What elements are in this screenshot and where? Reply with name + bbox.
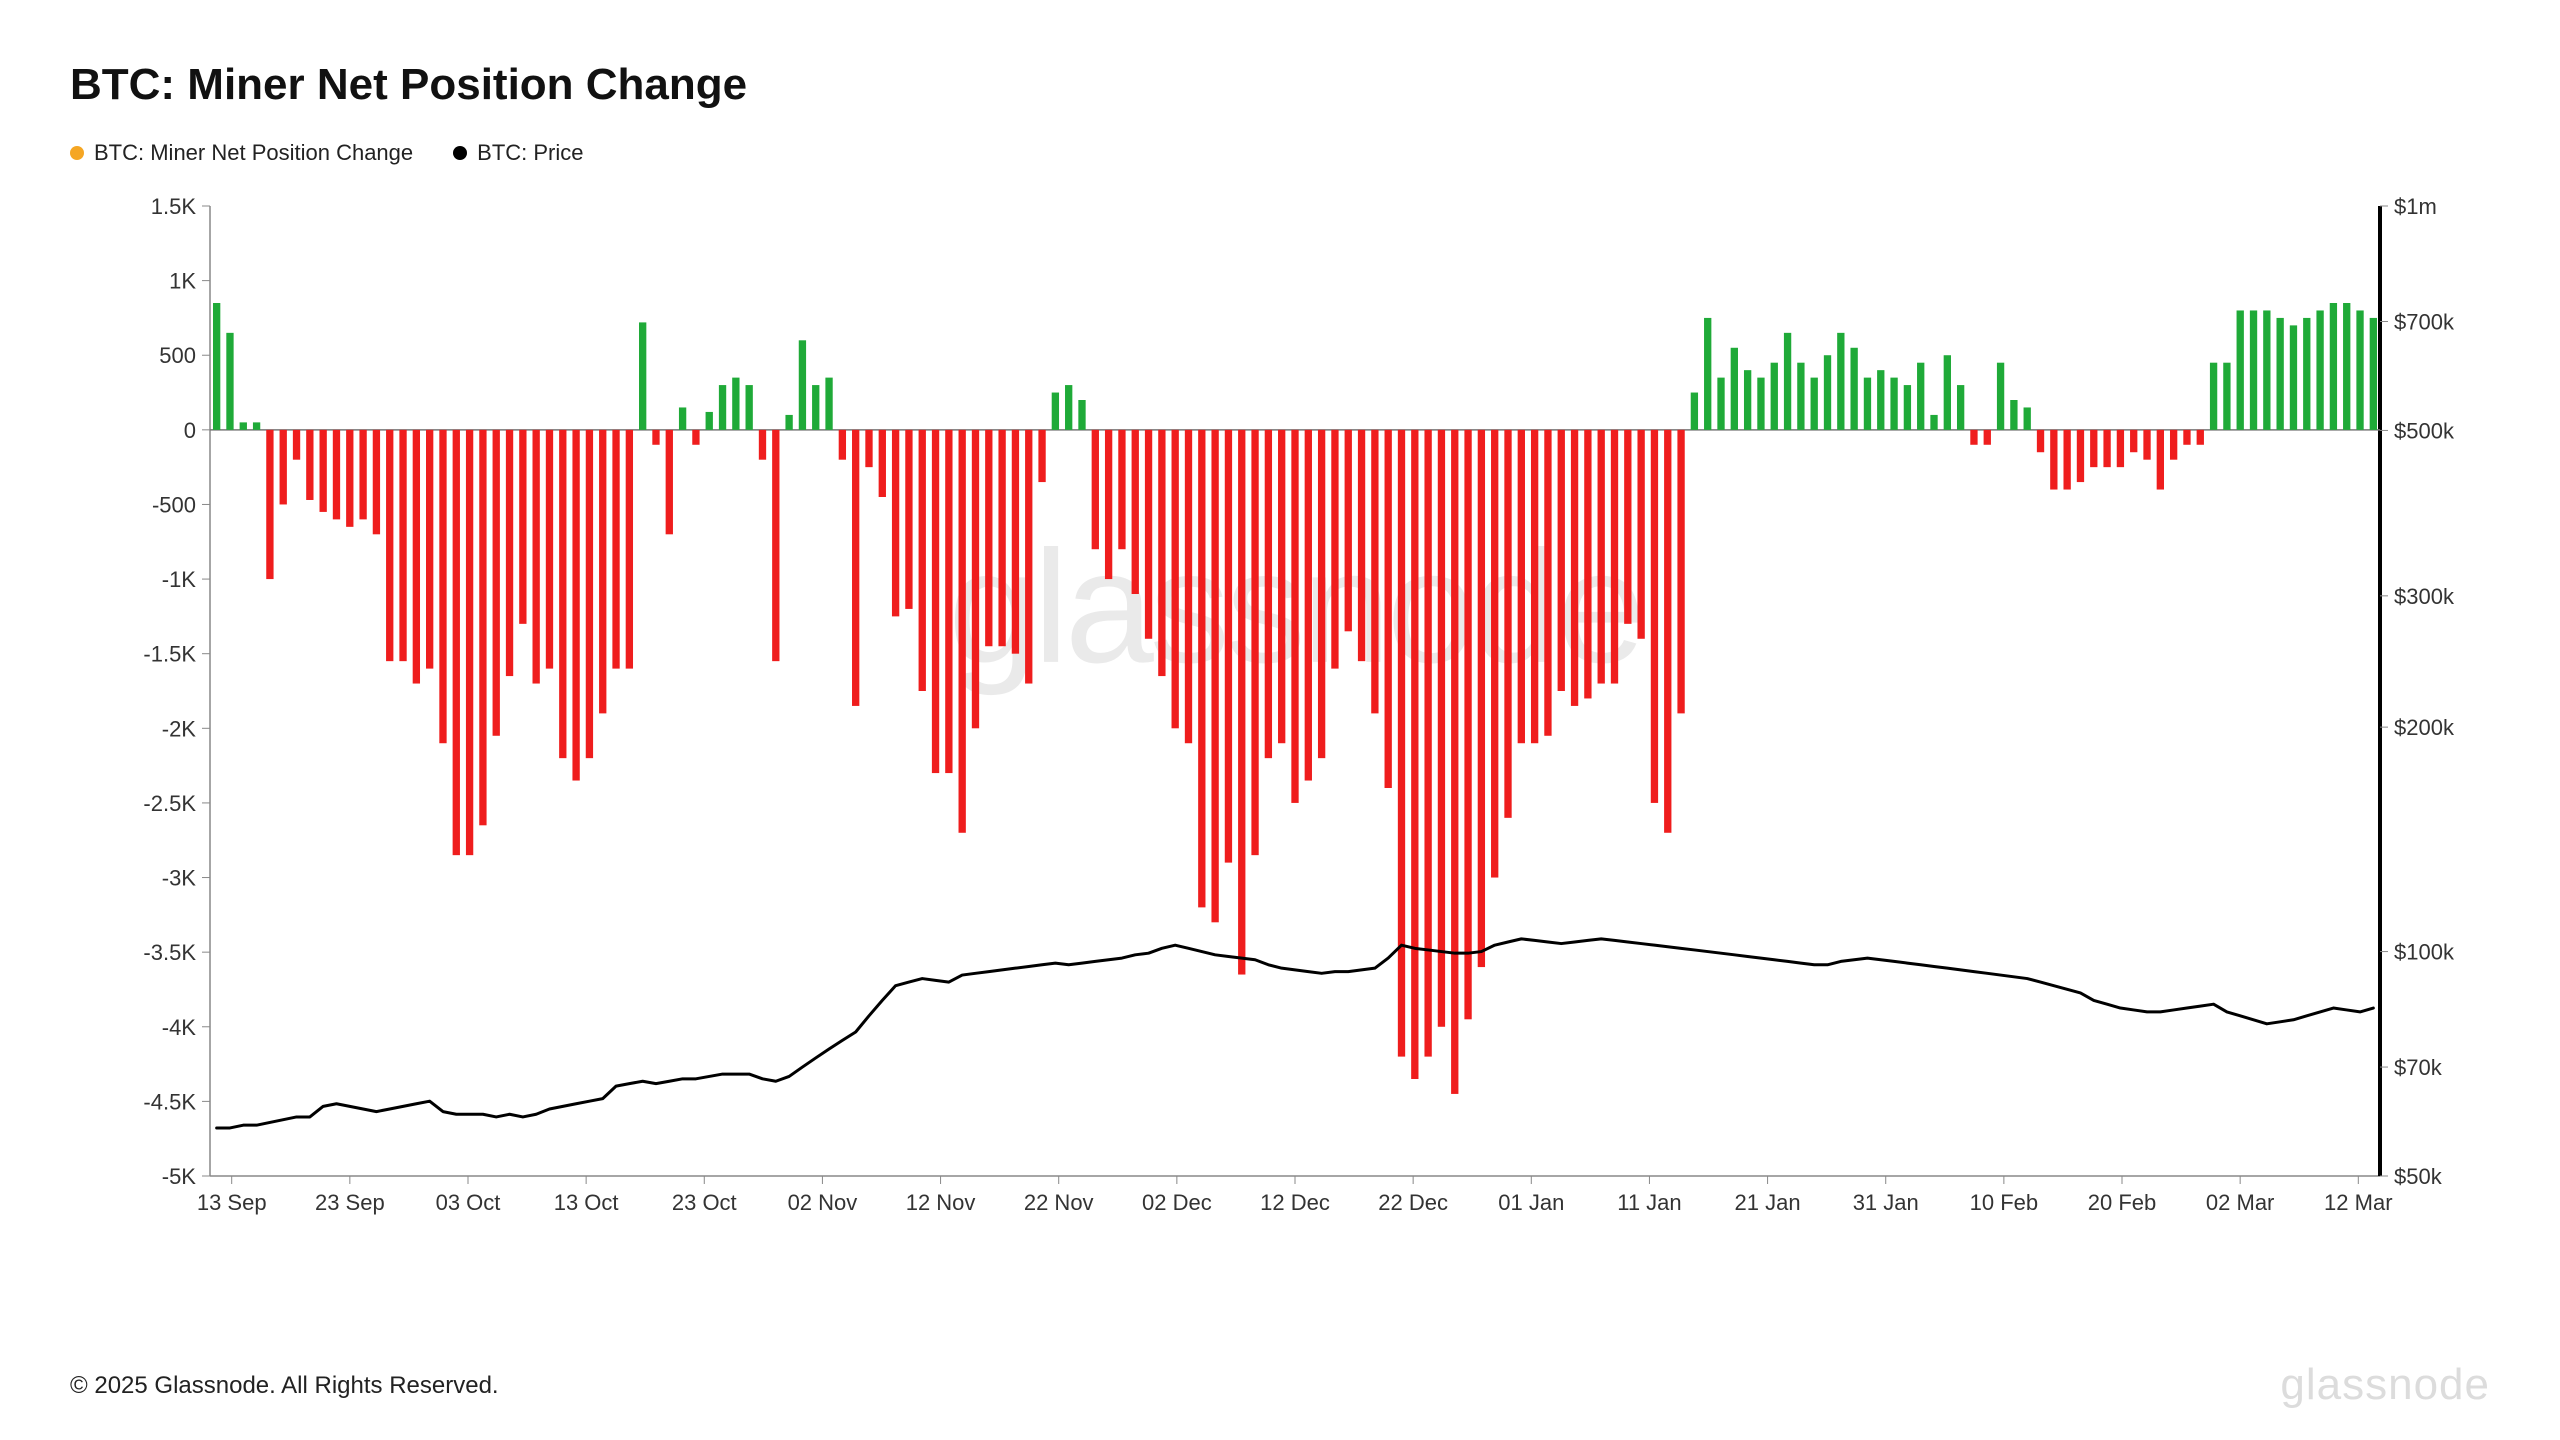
- svg-text:02 Dec: 02 Dec: [1142, 1190, 1212, 1215]
- svg-text:500: 500: [159, 343, 196, 368]
- svg-text:-4.5K: -4.5K: [143, 1089, 196, 1114]
- svg-text:$70k: $70k: [2394, 1055, 2443, 1080]
- svg-text:22 Nov: 22 Nov: [1024, 1190, 1094, 1215]
- svg-text:-1.5K: -1.5K: [143, 642, 196, 667]
- svg-text:-2K: -2K: [162, 716, 197, 741]
- svg-text:-5K: -5K: [162, 1164, 197, 1189]
- svg-text:12 Nov: 12 Nov: [906, 1190, 976, 1215]
- svg-text:$200k: $200k: [2394, 715, 2455, 740]
- svg-text:11 Jan: 11 Jan: [1617, 1190, 1681, 1215]
- chart-svg: glassnode-5K-4.5K-4K-3.5K-3K-2.5K-2K-1.5…: [70, 186, 2490, 1246]
- svg-text:03 Oct: 03 Oct: [436, 1190, 501, 1215]
- svg-text:13 Sep: 13 Sep: [197, 1190, 267, 1215]
- svg-text:$500k: $500k: [2394, 418, 2455, 443]
- svg-text:-1K: -1K: [162, 567, 197, 592]
- legend-label-1: BTC: Miner Net Position Change: [94, 140, 413, 166]
- chart-title: BTC: Miner Net Position Change: [70, 60, 2490, 110]
- svg-text:02 Mar: 02 Mar: [2206, 1190, 2274, 1215]
- legend-label-2: BTC: Price: [477, 140, 583, 166]
- svg-text:12 Mar: 12 Mar: [2324, 1190, 2392, 1215]
- svg-text:13 Oct: 13 Oct: [554, 1190, 619, 1215]
- svg-text:23 Sep: 23 Sep: [315, 1190, 385, 1215]
- legend-item-price: BTC: Price: [453, 140, 583, 166]
- svg-text:22 Dec: 22 Dec: [1378, 1190, 1448, 1215]
- legend-item-net-position: BTC: Miner Net Position Change: [70, 140, 413, 166]
- svg-text:-2.5K: -2.5K: [143, 791, 196, 816]
- svg-text:21 Jan: 21 Jan: [1735, 1190, 1801, 1215]
- svg-text:31 Jan: 31 Jan: [1853, 1190, 1919, 1215]
- svg-text:-3K: -3K: [162, 866, 197, 891]
- legend: BTC: Miner Net Position Change BTC: Pric…: [70, 140, 2490, 166]
- svg-text:0: 0: [184, 418, 196, 443]
- copyright: © 2025 Glassnode. All Rights Reserved.: [70, 1372, 499, 1400]
- svg-text:-4K: -4K: [162, 1015, 197, 1040]
- svg-text:1.5K: 1.5K: [151, 194, 197, 219]
- svg-text:-500: -500: [152, 492, 196, 517]
- svg-text:$1m: $1m: [2394, 194, 2437, 219]
- svg-text:$700k: $700k: [2394, 309, 2455, 334]
- svg-text:12 Dec: 12 Dec: [1260, 1190, 1330, 1215]
- legend-dot-1-icon: [70, 146, 84, 160]
- legend-dot-2-icon: [453, 146, 467, 160]
- svg-text:1K: 1K: [169, 269, 196, 294]
- brand-watermark: glassnode: [2280, 1360, 2490, 1410]
- svg-text:20 Feb: 20 Feb: [2088, 1190, 2157, 1215]
- svg-text:$100k: $100k: [2394, 940, 2455, 965]
- svg-text:$50k: $50k: [2394, 1164, 2443, 1189]
- svg-text:$300k: $300k: [2394, 584, 2455, 609]
- svg-text:01 Jan: 01 Jan: [1498, 1190, 1564, 1215]
- svg-text:02 Nov: 02 Nov: [788, 1190, 858, 1215]
- svg-text:-3.5K: -3.5K: [143, 940, 196, 965]
- svg-text:23 Oct: 23 Oct: [672, 1190, 737, 1215]
- svg-text:10 Feb: 10 Feb: [1970, 1190, 2039, 1215]
